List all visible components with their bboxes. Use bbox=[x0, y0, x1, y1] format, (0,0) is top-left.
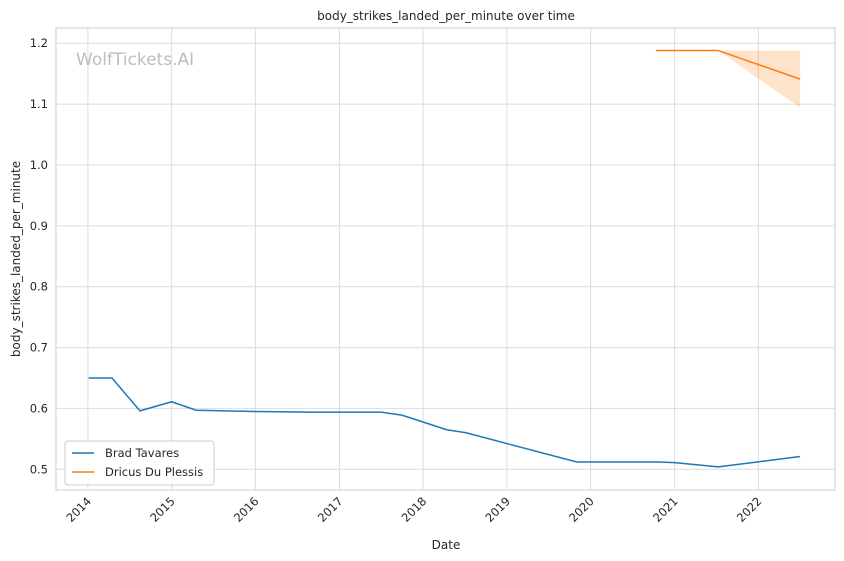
watermark-text: WolfTickets.AI bbox=[76, 50, 194, 70]
y-axis-label: body_strikes_landed_per_minute bbox=[9, 161, 23, 357]
y-tick-label-0.9: 0.9 bbox=[30, 219, 48, 233]
series-line-brad-tavares bbox=[88, 377, 801, 468]
legend-box bbox=[64, 440, 215, 486]
y-tick-labels: 0.5 0.6 0.7 0.8 0.9 1.0 1.1 1.2 bbox=[30, 36, 48, 476]
x-axis-label: Date bbox=[432, 538, 461, 552]
legend-label-dricus-du-plessis: Dricus Du Plessis bbox=[105, 465, 203, 479]
y-tick-label-0.8: 0.8 bbox=[30, 280, 48, 294]
y-tick-label-1.0: 1.0 bbox=[30, 158, 48, 172]
y-tick-label-1.2: 1.2 bbox=[30, 36, 48, 50]
legend-label-brad-tavares: Brad Tavares bbox=[105, 446, 179, 460]
confidence-bands bbox=[718, 50, 801, 108]
y-tick-label-0.5: 0.5 bbox=[30, 462, 48, 476]
legend: Brad Tavares Dricus Du Plessis bbox=[64, 440, 215, 486]
y-tick-label-0.6: 0.6 bbox=[30, 401, 48, 415]
chart-title: body_strikes_landed_per_minute over time bbox=[317, 9, 575, 23]
plot-area bbox=[55, 27, 836, 491]
y-tick-label-1.1: 1.1 bbox=[30, 97, 48, 111]
series-line-dricus-du-plessis bbox=[655, 49, 801, 80]
series-lines bbox=[88, 49, 801, 468]
y-tick-label-0.7: 0.7 bbox=[30, 341, 48, 355]
confidence-band-dricus-du-plessis bbox=[718, 50, 801, 108]
grid-lines bbox=[56, 28, 835, 490]
